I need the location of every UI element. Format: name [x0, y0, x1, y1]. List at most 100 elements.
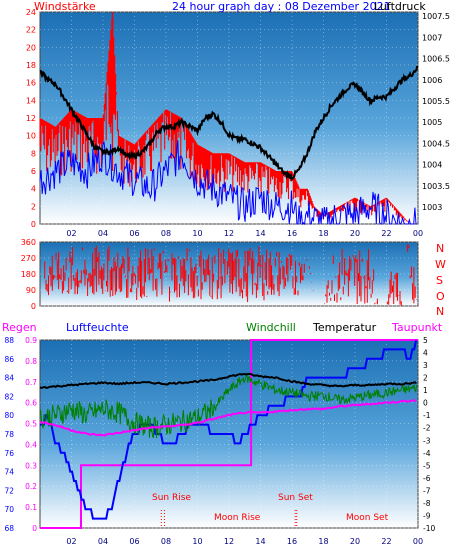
y-tick-label-wind: 2 — [31, 202, 36, 211]
y-tick-label-temperatur: 2 — [423, 374, 428, 383]
x-tick-label: 00 — [413, 537, 423, 546]
regen-label: Regen — [2, 321, 37, 334]
right-axis-title: Luftdruck — [374, 0, 426, 13]
x-tick-label: 02 — [66, 229, 76, 238]
y-tick-label-luftfeuchte: 80 — [4, 411, 14, 420]
compass-n-top: N — [436, 242, 444, 255]
y-tick-label-wind: 12 — [26, 114, 36, 123]
y-tick-label-luftfeuchte: 84 — [4, 374, 14, 383]
y-tick-label-luftfeuchte: 76 — [4, 449, 14, 458]
y-tick-label-luftfeuchte: 86 — [4, 355, 14, 364]
x-tick-label: 06 — [129, 537, 139, 546]
y-tick-label-direction: 360 — [21, 238, 36, 247]
chart-title: 24 hour graph day : 08 Dezember 2021 — [172, 0, 391, 13]
x-tick-label: 04 — [98, 229, 108, 238]
y-tick-label-wind: 16 — [26, 79, 36, 88]
y-tick-label-wind: 0 — [31, 220, 36, 229]
y-tick-label-luftfeuchte: 72 — [4, 486, 14, 495]
x-tick-label: 18 — [318, 229, 328, 238]
y-tick-label-luftfeuchte: 82 — [4, 392, 14, 401]
sun-rise-label: Sun Rise — [152, 493, 191, 503]
y-tick-label-temperatur: -6 — [423, 474, 431, 483]
x-tick-label: 12 — [224, 537, 234, 546]
taupunkt-label: Taupunkt — [391, 321, 443, 334]
y-tick-label-pressure: 1004 — [422, 161, 442, 170]
x-tick-label: 10 — [192, 537, 202, 546]
x-tick-label: 02 — [66, 537, 76, 546]
y-tick-label-luftfeuchte: 88 — [4, 336, 14, 345]
y-tick-label-direction: 180 — [21, 270, 36, 279]
y-tick-label-pressure: 1006 — [422, 76, 442, 85]
y-tick-label-wind: 18 — [26, 61, 36, 70]
x-tick-label: 16 — [287, 229, 297, 238]
y-tick-label-temperatur: 3 — [423, 361, 428, 370]
moon-set-label: Moon Set — [346, 513, 389, 523]
x-tick-label: 20 — [350, 537, 360, 546]
y-tick-label-pressure: 1004.5 — [422, 139, 450, 148]
y-tick-label-wind: 10 — [26, 132, 36, 141]
series-taupunkt — [39, 399, 417, 437]
y-tick-label-luftfeuchte: 74 — [4, 468, 14, 477]
sun-set-label: Sun Set — [278, 493, 313, 503]
y-tick-label-pressure: 1003.5 — [422, 182, 450, 191]
luftfeuchte-label: Luftfeuchte — [66, 321, 129, 334]
y-tick-label-regen: 0.7 — [25, 378, 37, 387]
x-tick-label: 00 — [413, 229, 423, 238]
y-tick-label-temperatur: -1 — [423, 411, 431, 420]
y-tick-label-pressure: 1005 — [422, 118, 442, 127]
y-tick-label-luftfeuchte: 68 — [4, 524, 14, 533]
y-tick-label-temperatur: -10 — [423, 524, 435, 533]
x-tick-label: 22 — [381, 537, 391, 546]
x-tick-label: 16 — [287, 537, 297, 546]
series-luftdruck — [39, 65, 419, 182]
y-tick-label-pressure: 1007.5 — [422, 12, 450, 21]
y-tick-label-regen: 0.9 — [25, 336, 37, 345]
y-tick-label-luftfeuchte: 78 — [4, 430, 14, 439]
series-windchill — [39, 372, 418, 439]
y-tick-label-wind: 22 — [26, 26, 36, 35]
left-axis-title: Windstärke — [34, 0, 96, 13]
series-luftfeuchte — [40, 339, 418, 520]
y-tick-label-temperatur: 4 — [423, 349, 428, 358]
x-tick-label: 18 — [318, 537, 328, 546]
y-tick-label-direction: 270 — [21, 254, 36, 263]
y-tick-label-regen: 0.3 — [25, 461, 37, 470]
y-tick-label-regen: 0.1 — [25, 503, 37, 512]
x-tick-label: 20 — [350, 229, 360, 238]
y-tick-label-direction: 0 — [31, 302, 36, 311]
y-tick-label-wind: 14 — [26, 96, 36, 105]
series-temperatur — [39, 372, 418, 389]
y-tick-label-luftfeuchte: 70 — [4, 505, 14, 514]
y-tick-label-pressure: 1003 — [422, 203, 442, 212]
y-tick-label-wind: 8 — [31, 149, 36, 158]
y-tick-label-wind: 24 — [26, 8, 36, 17]
axes-layer: 02468101214161820222410031003.510041004.… — [4, 8, 450, 546]
y-tick-label-temperatur: -2 — [423, 424, 431, 433]
windchill-label: Windchill — [246, 321, 296, 334]
x-tick-label: 14 — [255, 537, 265, 546]
series-regen — [40, 339, 418, 529]
x-tick-label: 06 — [129, 229, 139, 238]
y-tick-label-pressure: 1005.5 — [422, 97, 450, 106]
y-tick-label-pressure: 1007 — [422, 33, 442, 42]
x-tick-label: 08 — [161, 537, 171, 546]
x-tick-label: 10 — [192, 229, 202, 238]
y-tick-label-regen: 0.6 — [25, 399, 37, 408]
temperatur-label: Temperatur — [312, 321, 377, 334]
y-tick-label-regen: 0.2 — [25, 482, 37, 491]
y-tick-label-regen: 0.4 — [25, 440, 37, 449]
y-tick-label-pressure: 1006.5 — [422, 55, 450, 64]
y-tick-label-temperatur: -5 — [423, 461, 431, 470]
x-tick-label: 08 — [161, 229, 171, 238]
y-tick-label-regen: 0 — [32, 524, 37, 533]
y-tick-label-temperatur: -8 — [423, 499, 431, 508]
x-tick-label: 12 — [224, 229, 234, 238]
y-tick-label-temperatur: 1 — [423, 386, 428, 395]
y-tick-label-wind: 6 — [31, 167, 36, 176]
y-tick-label-temperatur: -4 — [423, 449, 431, 458]
moon-rise-label: Moon Rise — [214, 513, 261, 523]
compass-n-bottom: N — [436, 305, 444, 318]
series-layer — [39, 12, 419, 529]
y-tick-label-temperatur: -3 — [423, 436, 431, 445]
